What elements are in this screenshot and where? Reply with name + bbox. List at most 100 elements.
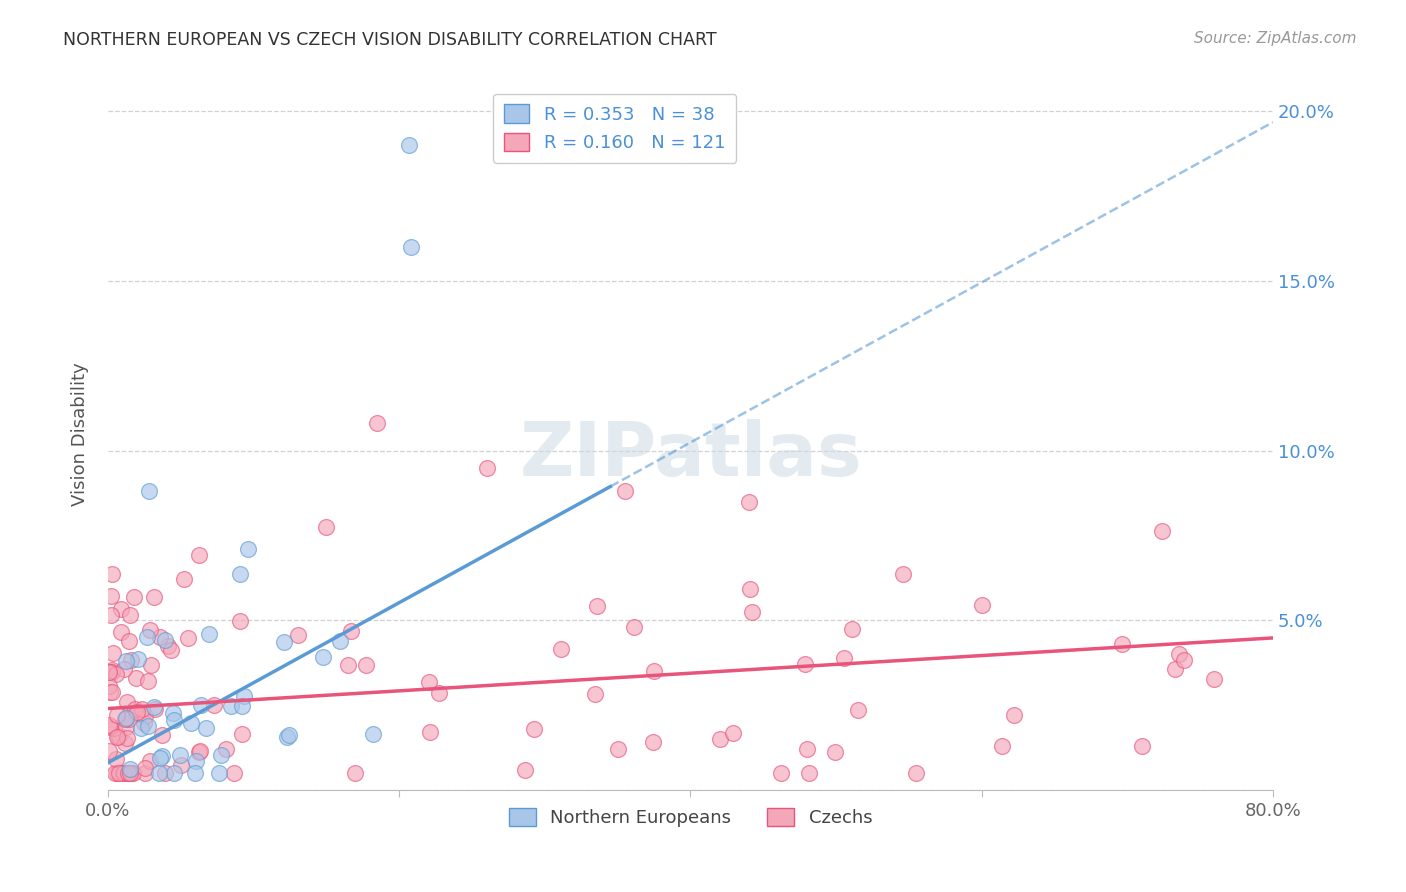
- Point: [176, 631, 198, 645]
- Point: [273, 635, 295, 649]
- Point: [150, 748, 173, 763]
- Point: [276, 730, 298, 744]
- Point: [134, 709, 156, 723]
- Point: [188, 746, 211, 760]
- Point: [606, 742, 628, 756]
- Point: [180, 716, 202, 731]
- Point: [287, 627, 309, 641]
- Point: [202, 698, 225, 712]
- Point: [100, 685, 122, 699]
- Point: [208, 766, 231, 780]
- Point: [136, 674, 159, 689]
- Point: [98, 720, 121, 734]
- Point: [118, 766, 141, 780]
- Point: [122, 590, 145, 604]
- Point: [169, 747, 191, 762]
- Point: [134, 761, 156, 775]
- Point: [143, 702, 166, 716]
- Point: [100, 590, 122, 604]
- Text: Source: ZipAtlas.com: Source: ZipAtlas.com: [1194, 31, 1357, 46]
- Point: [187, 549, 209, 563]
- Point: [138, 484, 160, 499]
- Point: [129, 722, 152, 736]
- Text: ZIPatlas: ZIPatlas: [519, 418, 862, 491]
- Point: [115, 720, 138, 734]
- Point: [891, 567, 914, 582]
- Point: [163, 766, 186, 780]
- Point: [188, 744, 211, 758]
- Point: [125, 671, 148, 685]
- Point: [427, 686, 450, 700]
- Point: [98, 665, 121, 679]
- Point: [98, 685, 121, 699]
- Point: [1204, 672, 1226, 686]
- Text: NORTHERN EUROPEAN VS CZECH VISION DISABILITY CORRELATION CHART: NORTHERN EUROPEAN VS CZECH VISION DISABI…: [63, 31, 717, 49]
- Point: [231, 699, 253, 714]
- Legend: Northern Europeans, Czechs: Northern Europeans, Czechs: [502, 800, 880, 834]
- Point: [991, 739, 1014, 753]
- Point: [793, 657, 815, 671]
- Point: [337, 657, 360, 672]
- Point: [228, 566, 250, 581]
- Point: [101, 665, 124, 680]
- Point: [343, 766, 366, 780]
- Point: [162, 706, 184, 720]
- Point: [114, 654, 136, 668]
- Point: [105, 730, 128, 744]
- Point: [136, 718, 159, 732]
- Point: [219, 699, 242, 714]
- Point: [222, 766, 245, 780]
- Point: [229, 614, 252, 628]
- Point: [153, 633, 176, 648]
- Point: [419, 724, 441, 739]
- Point: [824, 745, 846, 759]
- Point: [108, 729, 131, 743]
- Point: [139, 623, 162, 637]
- Point: [329, 634, 352, 648]
- Point: [114, 736, 136, 750]
- Point: [131, 701, 153, 715]
- Point: [741, 605, 763, 619]
- Point: [770, 766, 793, 780]
- Point: [115, 695, 138, 709]
- Point: [418, 675, 440, 690]
- Point: [98, 744, 121, 758]
- Point: [134, 766, 156, 780]
- Point: [105, 766, 128, 780]
- Point: [340, 624, 363, 639]
- Point: [117, 766, 139, 780]
- Point: [101, 663, 124, 677]
- Point: [215, 742, 238, 756]
- Point: [1150, 524, 1173, 539]
- Point: [832, 650, 855, 665]
- Point: [143, 590, 166, 604]
- Point: [643, 665, 665, 679]
- Point: [796, 742, 818, 756]
- Point: [120, 653, 142, 667]
- Point: [98, 679, 121, 693]
- Point: [643, 735, 665, 749]
- Point: [101, 567, 124, 582]
- Point: [904, 766, 927, 780]
- Point: [398, 138, 420, 153]
- Point: [550, 641, 572, 656]
- Point: [115, 711, 138, 725]
- Point: [523, 722, 546, 736]
- Point: [105, 752, 128, 766]
- Point: [98, 718, 121, 732]
- Point: [231, 727, 253, 741]
- Point: [132, 716, 155, 731]
- Point: [104, 667, 127, 681]
- Point: [156, 639, 179, 653]
- Point: [100, 608, 122, 623]
- Point: [740, 582, 762, 597]
- Point: [195, 721, 218, 735]
- Point: [120, 762, 142, 776]
- Point: [1167, 647, 1189, 661]
- Point: [118, 634, 141, 648]
- Point: [149, 750, 172, 764]
- Point: [110, 625, 132, 640]
- Point: [117, 766, 139, 780]
- Point: [112, 766, 135, 780]
- Point: [586, 599, 609, 613]
